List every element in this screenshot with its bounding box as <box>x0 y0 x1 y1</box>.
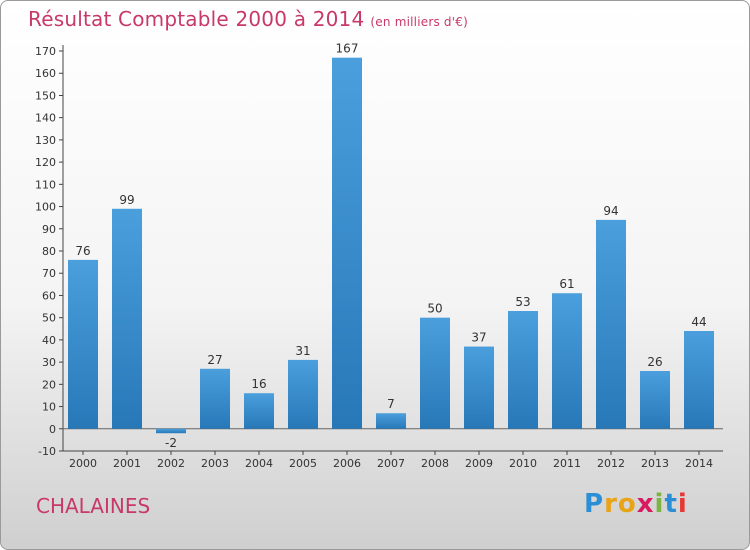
x-tick-label: 2003 <box>201 457 229 470</box>
y-tick-label: 60 <box>42 289 56 302</box>
y-tick-label: 150 <box>35 89 56 102</box>
y-tick-label: 90 <box>42 223 56 236</box>
x-tick-label: 2012 <box>597 457 625 470</box>
x-tick-label: 2008 <box>421 457 449 470</box>
title-unit: (en milliers d'€) <box>370 15 468 29</box>
x-tick-label: 2000 <box>69 457 97 470</box>
logo-letter: r <box>604 489 618 519</box>
y-tick-label: 80 <box>42 245 56 258</box>
x-tick-label: 2006 <box>333 457 361 470</box>
bar <box>156 428 186 434</box>
logo-letter: P <box>584 489 605 519</box>
y-tick-label: 170 <box>35 45 56 58</box>
proxiti-logo[interactable]: Proxiti <box>584 489 688 519</box>
bar <box>112 208 142 429</box>
y-tick-label: 160 <box>35 67 56 80</box>
y-tick-label: 120 <box>35 156 56 169</box>
logo-letter: i <box>654 489 665 519</box>
bar <box>244 393 274 429</box>
y-tick-label: 140 <box>35 112 56 125</box>
data-label: 44 <box>691 315 706 329</box>
bar <box>640 371 670 429</box>
data-label: 31 <box>295 344 310 358</box>
y-tick-label: 70 <box>42 267 56 280</box>
bar <box>508 311 538 429</box>
y-tick-label: 50 <box>42 312 56 325</box>
y-tick-label: 110 <box>35 178 56 191</box>
x-tick-label: 2013 <box>641 457 669 470</box>
x-tick-label: 2014 <box>685 457 713 470</box>
bar <box>464 346 494 429</box>
bar <box>552 293 582 429</box>
data-label: 50 <box>427 302 442 316</box>
y-tick-label: 130 <box>35 134 56 147</box>
x-tick-label: 2009 <box>465 457 493 470</box>
data-label: 37 <box>471 331 486 345</box>
data-label: -2 <box>165 436 177 450</box>
title-text: Résultat Comptable 2000 à 2014 <box>28 7 365 31</box>
y-tick-label: 0 <box>49 423 56 436</box>
y-tick-label: 40 <box>42 334 56 347</box>
x-tick-label: 2001 <box>113 457 141 470</box>
data-label: 27 <box>207 353 222 367</box>
logo-letter: x <box>636 489 655 519</box>
x-tick-label: 2011 <box>553 457 581 470</box>
x-tick-label: 2005 <box>289 457 317 470</box>
data-label: 99 <box>119 193 134 207</box>
bar <box>596 219 626 429</box>
data-label: 61 <box>559 277 574 291</box>
data-label: 76 <box>75 244 90 258</box>
bar <box>376 413 406 429</box>
x-tick-label: 2007 <box>377 457 405 470</box>
logo-letter: i <box>677 489 688 519</box>
bar <box>332 57 362 429</box>
bar <box>200 368 230 429</box>
y-tick-label: 20 <box>42 378 56 391</box>
data-label: 7 <box>387 397 395 411</box>
bar <box>684 331 714 429</box>
chart-title: Résultat Comptable 2000 à 2014 (en millie… <box>28 7 468 31</box>
y-tick-label: 100 <box>35 201 56 214</box>
bar <box>68 259 98 429</box>
data-label: 167 <box>336 42 359 56</box>
y-tick-label: -10 <box>38 445 56 458</box>
data-label: 94 <box>603 204 618 218</box>
bar <box>420 317 450 429</box>
data-label: 53 <box>515 295 530 309</box>
y-tick-label: 30 <box>42 356 56 369</box>
x-tick-label: 2004 <box>245 457 273 470</box>
logo-letter: o <box>617 489 637 519</box>
data-label: 16 <box>251 377 266 391</box>
city-name: CHALAINES <box>36 494 151 518</box>
bar <box>288 359 318 429</box>
x-tick-label: 2002 <box>157 457 185 470</box>
logo-letter: t <box>664 489 678 519</box>
y-tick-label: 10 <box>42 401 56 414</box>
x-tick-label: 2010 <box>509 457 537 470</box>
data-label: 26 <box>647 355 662 369</box>
